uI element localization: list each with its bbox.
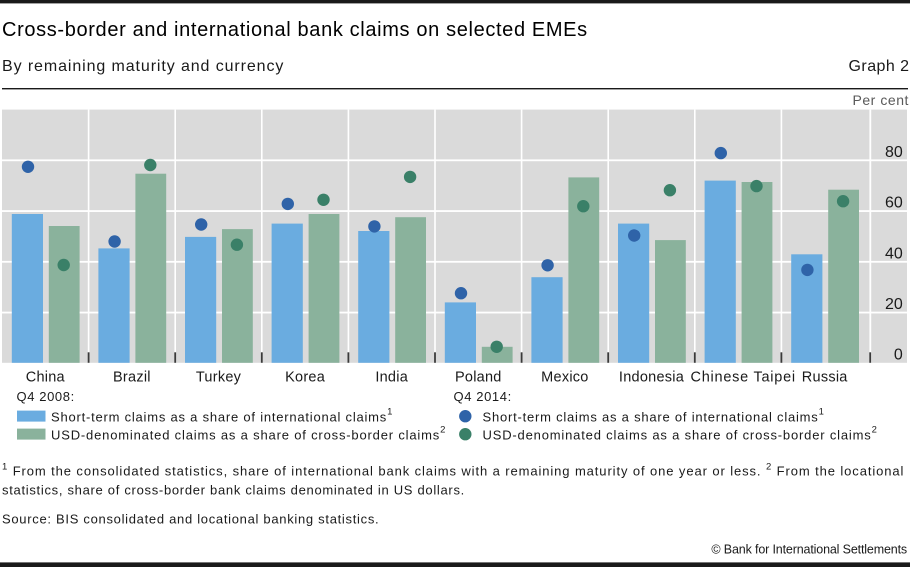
svg-text:0: 0 <box>894 347 903 364</box>
svg-text:Per cent: Per cent <box>852 92 909 108</box>
svg-text:40: 40 <box>885 245 903 262</box>
svg-text:Brazil: Brazil <box>113 370 151 386</box>
svg-text:Chinese Taipei: Chinese Taipei <box>691 370 796 386</box>
svg-text:China: China <box>26 370 66 386</box>
svg-text:Q4 2014:: Q4 2014: <box>454 389 512 404</box>
svg-text:1 From the consolidated stati: 1 From the consolidated statistics, shar… <box>2 461 904 478</box>
svg-text:India: India <box>375 370 408 386</box>
svg-text:© Bank for International Settl: © Bank for International Settlements <box>711 543 907 557</box>
svg-text:60: 60 <box>885 195 903 212</box>
svg-text:Cross-border and international: Cross-border and international bank clai… <box>2 19 588 41</box>
svg-text:Poland: Poland <box>455 370 502 386</box>
svg-text:Indonesia: Indonesia <box>619 370 685 386</box>
svg-text:USD-denominated claims as a sh: USD-denominated claims as a share of cro… <box>51 424 446 442</box>
svg-text:Source: BIS consolidated and l: Source: BIS consolidated and locational … <box>2 511 379 526</box>
svg-text:Turkey: Turkey <box>196 370 242 386</box>
svg-text:Short-term claims as a share o: Short-term claims as a share of internat… <box>51 406 393 424</box>
svg-text:80: 80 <box>885 144 903 161</box>
svg-text:Graph 2: Graph 2 <box>849 58 910 75</box>
svg-text:statistics, share of cross-bor: statistics, share of cross-border bank c… <box>2 483 465 498</box>
svg-text:Q4 2008:: Q4 2008: <box>17 389 75 404</box>
svg-text:Russia: Russia <box>802 370 849 386</box>
svg-text:Korea: Korea <box>285 370 326 386</box>
svg-text:USD-denominated claims as a sh: USD-denominated claims as a share of cro… <box>483 424 878 442</box>
svg-text:20: 20 <box>885 296 903 313</box>
svg-text:Short-term claims as a share o: Short-term claims as a share of internat… <box>483 406 825 424</box>
svg-text:Mexico: Mexico <box>541 370 588 386</box>
svg-text:By remaining maturity and curr: By remaining maturity and currency <box>2 58 284 75</box>
